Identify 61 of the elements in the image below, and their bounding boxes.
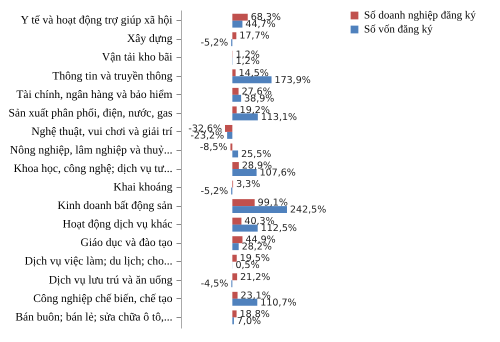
- bar: [232, 298, 258, 306]
- bar: [232, 14, 248, 21]
- y-tick-label: Nghệ thuật, vui chơi và giải trí: [31, 126, 174, 138]
- bar: [232, 162, 239, 169]
- data-label: 173,9%: [274, 74, 311, 86]
- y-tick-label: Kinh doanh bất động sản: [58, 200, 173, 212]
- bar: [232, 236, 242, 244]
- y-tick-label: Dịch vụ lưu trú và ăn uống: [48, 274, 173, 286]
- legend-label: Số vốn đăng ký: [364, 24, 434, 36]
- data-label: 107,6%: [260, 167, 296, 178]
- y-tick-label: Khoa học, công nghệ; dịch vụ tư...: [14, 163, 173, 175]
- bar: [232, 218, 242, 225]
- data-label: 113,1%: [260, 112, 298, 123]
- y-tick-label: Bán buôn; bán lẻ; sửa chữa ô tô,...: [15, 311, 173, 324]
- y-tick-label: Khai khoáng: [113, 182, 173, 194]
- y-tick-label: Tài chính, ngân hàng và bảo hiểm: [16, 88, 173, 101]
- bar: [232, 94, 242, 102]
- data-label: 99,1%: [258, 198, 288, 209]
- bar: [232, 20, 242, 28]
- data-label: -5,2%: [200, 186, 228, 198]
- y-tick-label: Công nghiệp chế biến, chế tạo: [33, 292, 173, 305]
- bar: [232, 106, 237, 114]
- y-tick-label: Dịch vụ việc làm; du lịch; cho...: [24, 256, 173, 268]
- bar: [232, 273, 238, 280]
- legend-label: Số doanh nghiệp đăng ký: [364, 10, 476, 22]
- bar: [232, 224, 258, 232]
- data-label: 3,3%: [236, 179, 260, 190]
- data-label: 1,2%: [236, 49, 260, 60]
- y-tick-label: Giáo dục và đào tạo: [80, 237, 173, 250]
- data-label: -4,5%: [200, 278, 228, 290]
- y-tick-label: Y tế và hoạt động trợ giúp xã hội: [20, 14, 172, 27]
- y-tick-label: Xây dựng: [126, 33, 173, 46]
- bar: [232, 199, 255, 206]
- data-label: -8,5%: [200, 142, 228, 153]
- bar: [227, 132, 232, 139]
- bar: [232, 69, 236, 76]
- bar: [232, 206, 287, 214]
- data-label: 242,5%: [290, 204, 326, 216]
- bar: [232, 113, 258, 120]
- bar: [232, 243, 239, 250]
- data-label: 25,5%: [241, 148, 272, 160]
- y-tick-label: Sản xuất phân phối, điện, nước, gas: [8, 107, 174, 120]
- bar: [232, 169, 257, 176]
- data-label: -5,2%: [200, 38, 228, 49]
- bar: [232, 76, 272, 84]
- data-label: 17,7%: [239, 30, 270, 42]
- bar: [225, 124, 232, 132]
- data-label: 21,2%: [240, 272, 270, 283]
- y-tick-label: Hoạt động dịch vụ khác: [62, 218, 172, 231]
- y-tick-label: Nông nghiệp, lâm nghiệp và thuỷ...: [10, 144, 173, 156]
- data-label: 14,5%: [238, 68, 269, 79]
- bar: [232, 310, 237, 318]
- y-tick-label: Thông tin và truyền thông: [52, 70, 173, 82]
- bar: [232, 292, 238, 299]
- bar: [232, 88, 239, 95]
- data-label: 44,7%: [245, 19, 276, 30]
- bar: [232, 150, 238, 158]
- data-label: 112,5%: [260, 223, 297, 234]
- bar: [232, 32, 236, 40]
- y-tick-label: Vận tải kho bãi: [102, 52, 172, 64]
- data-label: -23,2%: [190, 130, 224, 142]
